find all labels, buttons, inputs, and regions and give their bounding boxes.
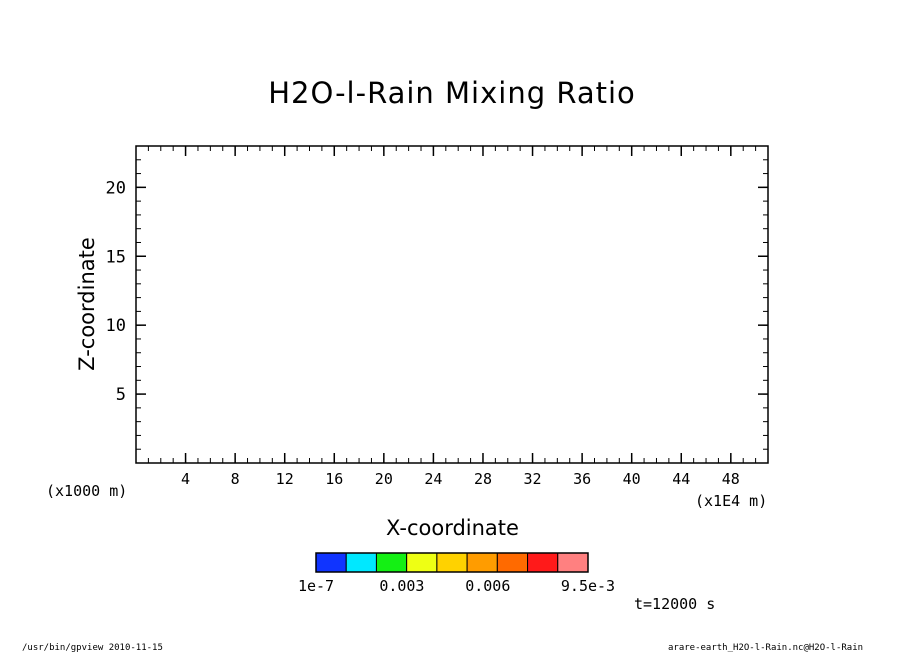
time-label: t=12000 s xyxy=(634,595,716,613)
y-tick-label: 10 xyxy=(106,316,126,336)
x-tick-label: 32 xyxy=(524,470,542,488)
colorbar-label: 0.003 xyxy=(379,577,424,595)
footer-left-text: /usr/bin/gpview 2010-11-15 xyxy=(22,643,163,653)
colorbar-swatch xyxy=(496,552,529,573)
x-tick-label: 20 xyxy=(375,470,393,488)
y-tick-label: 5 xyxy=(116,385,126,405)
colorbar-label: 0.006 xyxy=(465,577,510,595)
y-axis-label: Z-coordinate xyxy=(75,237,99,371)
colorbar-swatch xyxy=(527,552,559,573)
y-tick-label: 20 xyxy=(106,178,126,198)
footer-right-text: arare-earth_H2O-l-Rain.nc@H2O-l-Rain xyxy=(668,643,864,653)
x-tick-label: 8 xyxy=(231,470,240,488)
colorbar-frame xyxy=(315,552,589,573)
colorbar-swatch xyxy=(315,552,347,573)
x-tick-label: 12 xyxy=(276,470,294,488)
colorbar-swatch xyxy=(436,552,468,573)
x-tick-label: 44 xyxy=(672,470,690,488)
x-tick-label: 24 xyxy=(424,470,442,488)
x-tick-label: 48 xyxy=(722,470,740,488)
colorbar-label: 9.5e-3 xyxy=(561,577,615,595)
colorbar-swatch xyxy=(345,552,377,573)
x-tick-label: 36 xyxy=(573,470,591,488)
x-tick-label: 28 xyxy=(474,470,492,488)
x-tick-label: 40 xyxy=(623,470,641,488)
colorbar-swatch xyxy=(406,552,438,573)
x-tick-label: 4 xyxy=(181,470,190,488)
y-unit-label: (x1000 m) xyxy=(46,482,128,500)
x-unit-label: (x1E4 m) xyxy=(695,492,768,510)
x-axis-label: X-coordinate xyxy=(386,516,519,540)
x-tick-label: 16 xyxy=(325,470,343,488)
chart-title: H2O-l-Rain Mixing Ratio xyxy=(268,76,636,110)
colorbar-label: 1e-7 xyxy=(298,577,334,595)
plot-frame xyxy=(135,145,769,464)
colorbar-swatch xyxy=(466,552,498,573)
colorbar-swatch xyxy=(375,552,408,573)
colorbar-swatch xyxy=(557,552,589,573)
y-tick-label: 15 xyxy=(106,247,126,267)
